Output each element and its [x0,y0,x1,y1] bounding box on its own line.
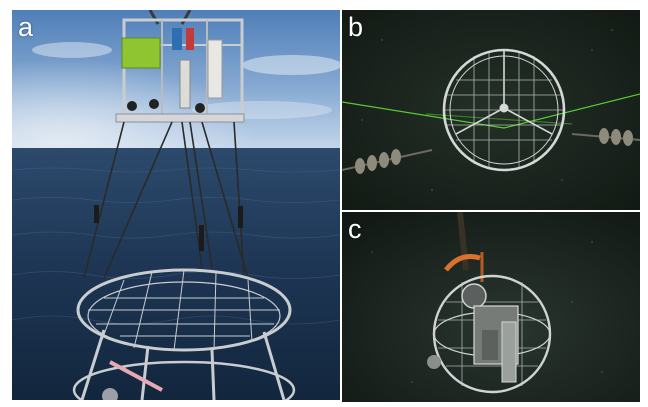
instrument-frame-icon [115,10,245,123]
panel-c-image [342,212,640,402]
panel-a-photo: a [12,10,340,400]
cable-icon [342,128,640,174]
spherical-cage-icon [72,268,296,400]
panel-label-a: a [18,12,34,42]
panel-label-b: b [348,12,364,42]
instrument-frame-icon [427,283,519,383]
panel-label-c: c [348,214,362,244]
panel-b-image [342,10,640,210]
sea [12,148,340,400]
spherical-cage-icon [442,48,566,172]
panel-c-photo: c [342,212,640,402]
cable-icon [83,121,249,279]
panel-b-photo: b [342,10,640,210]
panel-a-image [12,10,340,400]
